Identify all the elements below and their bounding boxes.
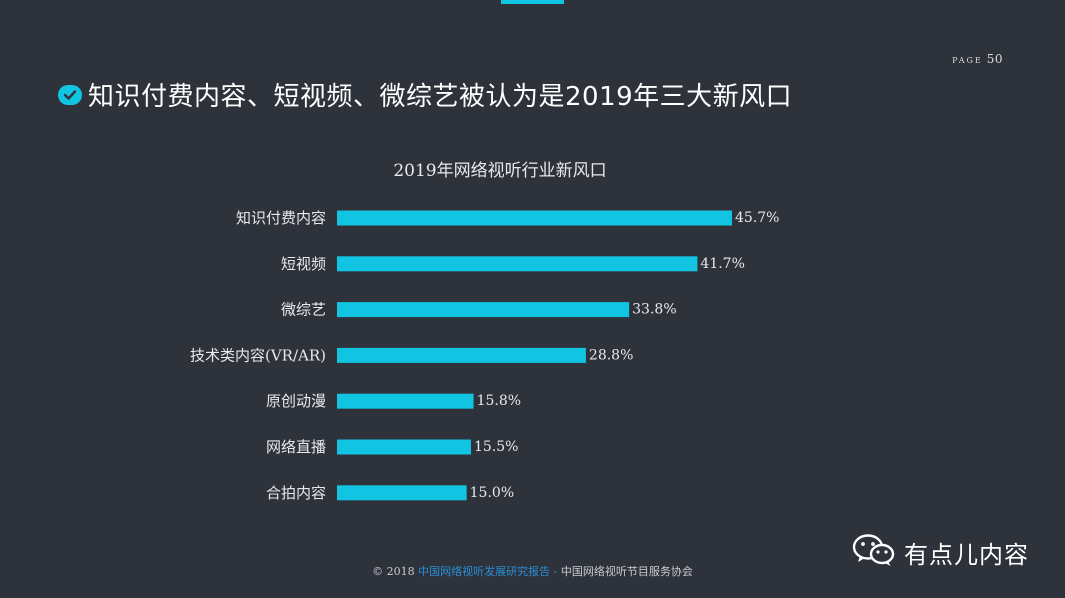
footer-report: 中国网络视听发展研究报告 [418, 565, 551, 578]
bar-0 [337, 210, 732, 226]
bar-4 [337, 393, 474, 409]
value-label: 45.7% [735, 210, 779, 226]
bar-5 [337, 439, 471, 455]
value-label: 28.8% [589, 347, 633, 363]
page-word: PAGE [952, 56, 983, 65]
value-label: 15.0% [470, 485, 514, 501]
value-label: 33.8% [632, 302, 676, 318]
category-label: 合拍内容 [266, 484, 326, 502]
category-label: 知识付费内容 [236, 209, 326, 227]
footer-prefix: © 2018 [372, 565, 419, 578]
value-label: 41.7% [700, 256, 744, 272]
watermark: 有点儿内容 [852, 533, 1029, 571]
wechat-icon [852, 533, 896, 571]
bar-2 [337, 302, 630, 318]
bar-1 [337, 256, 698, 272]
chart-title: 2019年网络视听行业新风口 [393, 161, 607, 181]
title-row: 知识付费内容、短视频、微综艺被认为是2019年三大新风口 [58, 76, 792, 113]
check-icon [58, 84, 82, 105]
top-accent-bar [501, 0, 564, 4]
value-label: 15.5% [474, 439, 518, 455]
category-label: 技术类内容(VR/AR) [190, 346, 326, 364]
category-label: 微综艺 [281, 301, 326, 319]
bar-6 [337, 485, 467, 501]
bar-3 [337, 347, 586, 363]
category-label: 原创动漫 [266, 392, 326, 410]
footer: © 2018 中国网络视听发展研究报告 - 中国网络视听节目服务协会 [0, 563, 1065, 579]
page-number-value: 50 [986, 52, 1003, 66]
category-label: 短视频 [281, 255, 326, 273]
page-number: PAGE 50 [952, 52, 1003, 66]
footer-separator: - [550, 565, 561, 578]
category-label: 网络直播 [266, 438, 326, 456]
page-title: 知识付费内容、短视频、微综艺被认为是2019年三大新风口 [88, 82, 793, 112]
watermark-text: 有点儿内容 [904, 540, 1029, 569]
value-label: 15.8% [477, 393, 521, 409]
footer-org: 中国网络视听节目服务协会 [560, 565, 693, 578]
